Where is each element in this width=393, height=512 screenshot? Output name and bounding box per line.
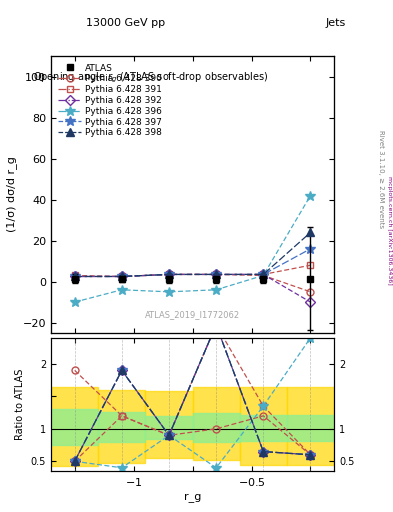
Pythia 6.428 392: [261, 271, 266, 278]
Line: Pythia 6.428 392: Pythia 6.428 392: [71, 271, 314, 306]
Pythia 6.428 391: [167, 271, 171, 278]
Pythia 6.428 398: [214, 271, 219, 278]
Pythia 6.428 398: [308, 229, 313, 236]
Pythia 6.428 390: [308, 289, 313, 295]
Pythia 6.428 391: [308, 262, 313, 268]
Line: Pythia 6.428 391: Pythia 6.428 391: [71, 262, 314, 280]
Line: Pythia 6.428 396: Pythia 6.428 396: [70, 191, 315, 307]
Pythia 6.428 390: [72, 273, 77, 280]
Pythia 6.428 398: [261, 271, 266, 278]
X-axis label: r_g: r_g: [184, 494, 201, 503]
Pythia 6.428 396: [167, 289, 171, 295]
Pythia 6.428 397: [119, 273, 124, 280]
Pythia 6.428 391: [72, 272, 77, 279]
Pythia 6.428 392: [167, 271, 171, 278]
Pythia 6.428 396: [308, 193, 313, 199]
Text: Jets: Jets: [325, 18, 346, 28]
Text: ATLAS_2019_I1772062: ATLAS_2019_I1772062: [145, 310, 240, 319]
Pythia 6.428 391: [119, 273, 124, 280]
Pythia 6.428 398: [72, 273, 77, 280]
Line: Pythia 6.428 398: Pythia 6.428 398: [70, 228, 315, 281]
Text: Rivet 3.1.10, ≥ 2.6M events: Rivet 3.1.10, ≥ 2.6M events: [378, 130, 384, 228]
Pythia 6.428 397: [308, 246, 313, 252]
Pythia 6.428 397: [261, 271, 266, 278]
Pythia 6.428 392: [214, 271, 219, 278]
Pythia 6.428 397: [214, 271, 219, 278]
Pythia 6.428 396: [119, 287, 124, 293]
Pythia 6.428 392: [308, 299, 313, 305]
Y-axis label: Ratio to ATLAS: Ratio to ATLAS: [15, 369, 25, 440]
Text: Opening angle $r_g$ (ATLAS soft-drop observables): Opening angle $r_g$ (ATLAS soft-drop obs…: [33, 70, 268, 84]
Text: 13000 GeV pp: 13000 GeV pp: [86, 18, 165, 28]
Pythia 6.428 398: [119, 273, 124, 280]
Pythia 6.428 396: [261, 272, 266, 279]
Pythia 6.428 390: [119, 273, 124, 280]
Pythia 6.428 391: [214, 271, 219, 278]
Line: Pythia 6.428 397: Pythia 6.428 397: [70, 244, 315, 281]
Line: Pythia 6.428 390: Pythia 6.428 390: [71, 271, 314, 295]
Pythia 6.428 392: [119, 273, 124, 280]
Pythia 6.428 397: [72, 273, 77, 280]
Pythia 6.428 390: [167, 271, 171, 278]
Legend: ATLAS, Pythia 6.428 390, Pythia 6.428 391, Pythia 6.428 392, Pythia 6.428 396, P: ATLAS, Pythia 6.428 390, Pythia 6.428 39…: [55, 61, 165, 140]
Pythia 6.428 396: [72, 299, 77, 305]
Pythia 6.428 392: [72, 273, 77, 280]
Pythia 6.428 397: [167, 271, 171, 278]
Pythia 6.428 398: [167, 271, 171, 278]
Pythia 6.428 396: [214, 287, 219, 293]
Pythia 6.428 390: [261, 272, 266, 279]
Pythia 6.428 391: [261, 271, 266, 278]
Y-axis label: (1/σ) dσ/d r_g: (1/σ) dσ/d r_g: [6, 157, 17, 232]
Text: mcplots.cern.ch [arXiv:1306.3436]: mcplots.cern.ch [arXiv:1306.3436]: [387, 176, 391, 285]
Pythia 6.428 390: [214, 271, 219, 278]
